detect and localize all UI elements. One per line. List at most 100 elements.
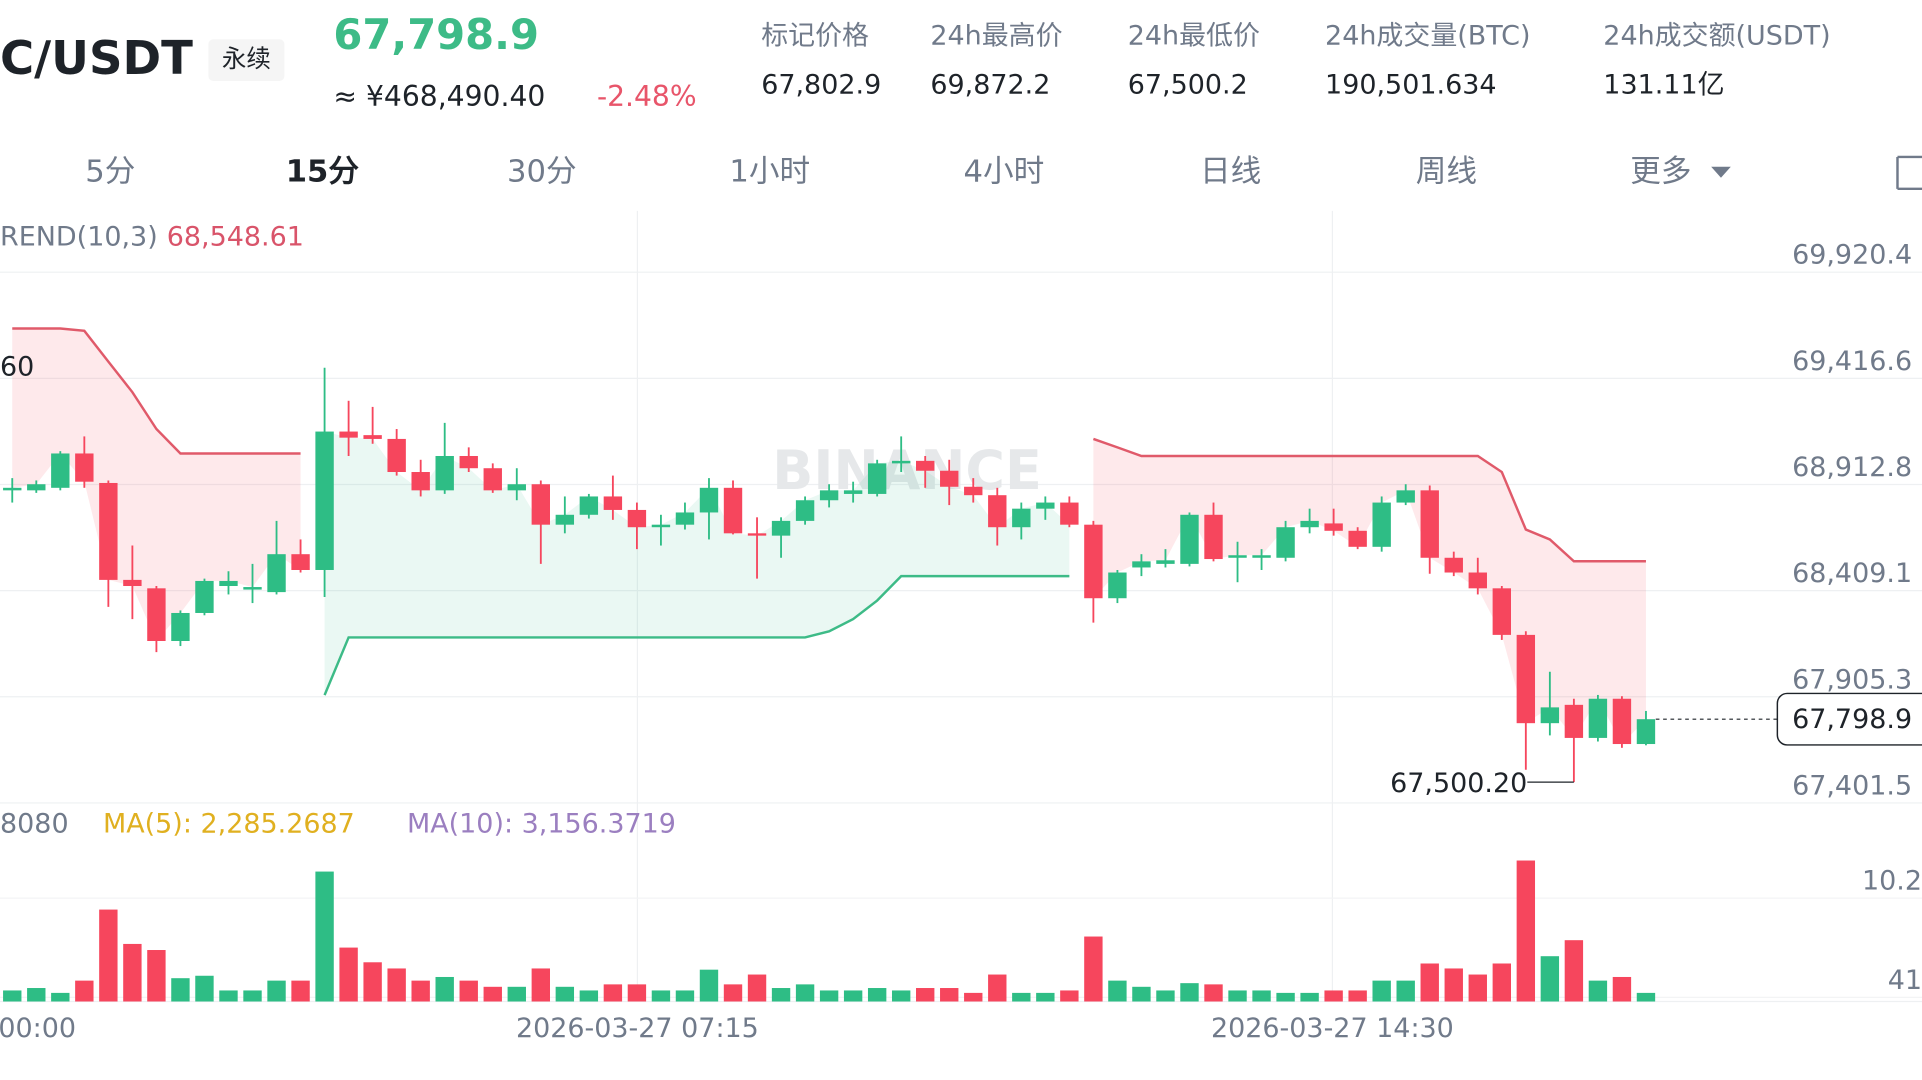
volume-bar [147,950,166,1002]
candle-body [27,484,46,491]
candle-body [651,524,671,528]
tab[interactable]: 30分 [507,154,577,189]
y-tick-label: 67,905.3 [1792,664,1912,695]
candle-body [1468,572,1487,589]
candle-body [1636,719,1656,745]
candle-body [387,438,406,473]
volume-bar [723,984,743,1002]
ma5-label: MA(5): 2,285.2687 [103,808,355,839]
candle-body [1588,698,1608,738]
stat-label: 24h成交量(BTC) [1325,20,1530,51]
tab[interactable]: 5分 [85,154,135,189]
candle-body [988,495,1007,528]
volume-bar [99,909,118,1002]
indicator: REND(10,3) [0,221,158,252]
volume-bar [1372,980,1391,1002]
supertrend-line [12,327,301,455]
candle-body [483,468,502,491]
candle-body [339,431,358,438]
volume-bar [507,986,526,1002]
candle-body [747,533,767,536]
candle-body [1060,502,1079,525]
candle-body [867,463,887,494]
y-tick-label: 69,416.6 [1792,346,1912,377]
stat-value: 69,872.2 [930,69,1050,100]
candle-body [1324,523,1343,531]
volume-bar [435,976,454,1002]
candle-body [267,554,286,593]
volume-bar [1228,990,1247,1002]
candle-body [1180,514,1199,564]
candle-body [507,484,526,491]
tab[interactable]: 日线 [1200,154,1261,189]
supertrend-line [1092,437,1646,563]
candle-body [795,500,815,521]
tab[interactable]: 15分 [286,154,360,189]
volume-bar [1276,992,1295,1002]
tab[interactable]: 4小时 [964,154,1045,189]
volume-bar [531,968,551,1002]
tab[interactable]: 1小时 [729,154,810,189]
candle-body [315,431,334,570]
volume-bar [75,980,94,1002]
candle-body [964,486,983,496]
x-tick-label: 2026-03-27 14:30 [1211,1013,1454,1044]
volume-bar [1180,983,1199,1002]
volume-bar [339,947,358,1002]
stat-value: 67,802.9 [761,69,881,100]
volume-label: 8080 [0,808,69,839]
dropdown-arrow[interactable] [1711,166,1731,178]
candle-body [3,487,22,491]
candle-body [99,482,118,580]
candle-body [843,490,863,494]
stat-value: 67,500.2 [1128,69,1248,100]
badge-bg [208,39,285,81]
candle-body [675,512,695,525]
volume-bar [1108,980,1127,1002]
candle-body [291,554,310,570]
settings-icon[interactable] [1896,155,1922,191]
candle-body [1084,524,1103,599]
supertrend-area [12,328,301,641]
volume-bar [675,990,695,1002]
volume-bar [1348,990,1367,1002]
stat-label: 标记价格 [761,20,869,51]
stat-label: 24h最高价 [930,20,1062,51]
volume-bar [1588,980,1608,1002]
volume-bar [555,986,575,1002]
tab[interactable]: 周线 [1416,154,1477,189]
volume-bar [195,975,214,1002]
last-price-label: 67,798.9 [1792,704,1912,735]
volume-bar [1084,936,1103,1002]
volume-bar [1564,940,1584,1002]
candle-body [1420,490,1439,558]
last-price-box [1776,692,1922,746]
y-tick-label: 67,401.5 [1792,770,1912,801]
badge: 永续 [222,44,271,73]
volume-bar [27,988,46,1002]
x-tick-label: 2026-03-27 07:15 [516,1013,759,1044]
volume-bar [1396,980,1415,1002]
indicator-value: 68,548.61 [167,221,304,252]
candle-body [723,487,743,534]
volume-bar [699,969,719,1002]
volume-bar [291,980,310,1002]
volume-bar [747,974,767,1002]
volume-bar [795,984,815,1002]
volume-bar [3,990,22,1002]
stat-label: 24h最低价 [1128,20,1260,51]
candle-body [1156,560,1175,564]
volume-bar [1516,860,1536,1002]
candle-body [1612,698,1632,745]
tab[interactable]: 更多 [1630,154,1691,189]
volume-bar [1060,990,1079,1002]
candle-body [771,520,791,536]
ma10-label: MA(10): 3,156.3719 [407,808,676,839]
candle-body [1108,572,1127,599]
volume-bar [1612,976,1632,1002]
low-label: 67,500.20 [1390,768,1527,799]
volume-bar [651,990,671,1002]
volume-bar [964,992,983,1002]
